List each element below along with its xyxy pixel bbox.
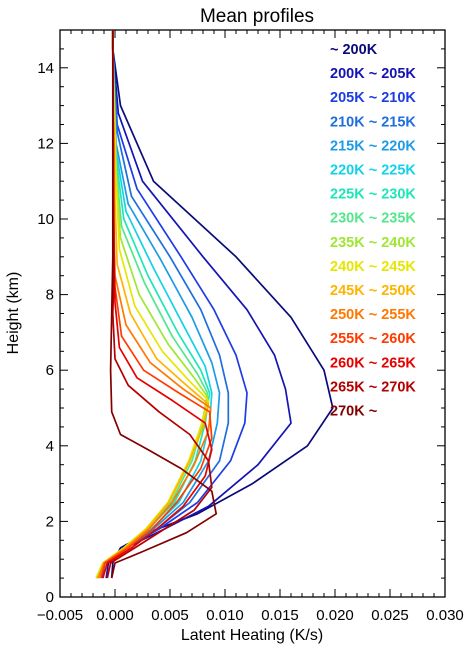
y-tick-label: 8 xyxy=(46,287,54,304)
legend-entry-11: 250K ~ 255K xyxy=(330,307,416,323)
y-tick-labels: 0 2 4 6 8 10 12 14 xyxy=(37,60,54,606)
y-tick-label: 4 xyxy=(46,438,54,455)
series-line-15 xyxy=(109,30,218,579)
plot-area xyxy=(59,29,446,598)
legend-entry-3: 210K ~ 215K xyxy=(330,114,416,130)
legend-entry-0: ~ 200K xyxy=(330,42,378,58)
x-tick-label: 0.010 xyxy=(206,607,244,624)
legend-entry-13: 260K ~ 265K xyxy=(330,355,416,371)
legend-entry-5: 220K ~ 225K xyxy=(330,163,416,179)
series-line-14 xyxy=(106,30,213,579)
chart-title: Mean profiles xyxy=(200,6,314,27)
x-tick-label: 0.000 xyxy=(96,607,134,624)
x-tick-label: 0.030 xyxy=(426,607,464,624)
tick-layer xyxy=(59,29,446,598)
x-tick-labels: −0.005 0.000 0.005 0.010 0.015 0.020 0.025 0.03… xyxy=(37,607,464,624)
legend-entry-10: 245K ~ 250K xyxy=(330,283,416,299)
y-tick-label: 12 xyxy=(37,135,54,152)
legend-entry-9: 240K ~ 245K xyxy=(330,259,416,275)
y-tick-label: 0 xyxy=(46,589,54,606)
y-tick-label: 6 xyxy=(46,362,54,379)
x-tick-label: 0.020 xyxy=(316,607,354,624)
y-tick-label: 2 xyxy=(46,513,54,530)
x-tick-label: 0.025 xyxy=(371,607,409,624)
series-line-10 xyxy=(96,30,210,579)
series-layer xyxy=(95,30,334,579)
x-axis-label: Latent Heating (K/s) xyxy=(181,627,323,644)
x-tick-label: 0.015 xyxy=(261,607,299,624)
y-axis-label: Height (km) xyxy=(5,272,22,355)
y-tick-label: 10 xyxy=(37,211,54,228)
x-tick-label: −0.005 xyxy=(37,607,83,624)
legend-entry-12: 255K ~ 260K xyxy=(330,331,416,347)
legend: ~ 200K 200K ~ 205K 205K ~ 210K 210K ~ 215K 2… xyxy=(330,42,416,420)
legend-entry-15: 270K ~ xyxy=(330,404,377,420)
legend-entry-2: 205K ~ 210K xyxy=(330,90,416,106)
legend-entry-1: 200K ~ 205K xyxy=(330,66,416,82)
x-tick-label: 0.005 xyxy=(151,607,189,624)
legend-entry-6: 225K ~ 230K xyxy=(330,187,416,203)
legend-entry-14: 265K ~ 270K xyxy=(330,379,416,395)
legend-entry-7: 230K ~ 235K xyxy=(330,211,416,227)
legend-entry-4: 215K ~ 220K xyxy=(330,138,416,154)
y-tick-label: 14 xyxy=(37,60,54,77)
legend-entry-8: 235K ~ 240K xyxy=(330,235,416,251)
